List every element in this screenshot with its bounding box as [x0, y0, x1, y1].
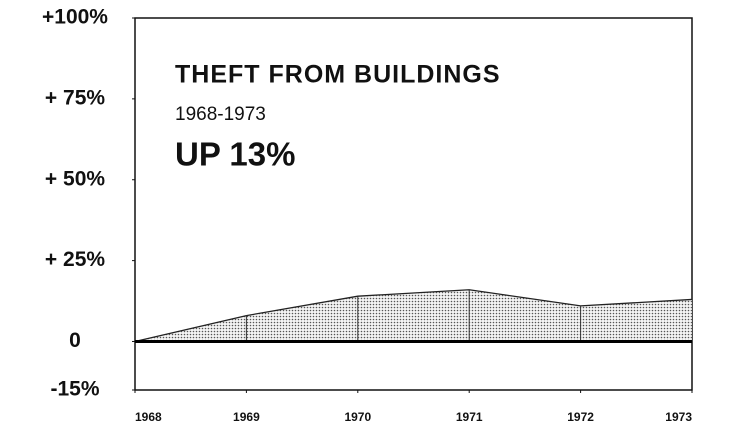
y-tick-label: + 75% — [45, 86, 105, 109]
annotation: UP 13% — [175, 136, 295, 173]
y-tick-label: + 25% — [45, 248, 105, 271]
area — [135, 289, 692, 342]
x-tick-label: 1973 — [665, 410, 692, 424]
y-tick-label: +100% — [42, 6, 108, 29]
chart-title: THEFT FROM BUILDINGS — [175, 61, 501, 89]
y-tick-label: 0 — [69, 329, 81, 352]
x-tick-label: 1971 — [456, 410, 483, 424]
x-tick-label: 1972 — [567, 410, 594, 424]
y-tick-label: + 50% — [45, 167, 105, 190]
chart-subtitle: 1968-1973 — [175, 104, 266, 125]
x-tick-label: 1970 — [344, 410, 371, 424]
y-tick-label: -15% — [50, 378, 99, 401]
line — [134, 289, 693, 343]
x-tick-label: 1969 — [233, 410, 260, 424]
plot-frame — [134, 17, 693, 391]
x-tick-label: 1968 — [135, 410, 162, 424]
